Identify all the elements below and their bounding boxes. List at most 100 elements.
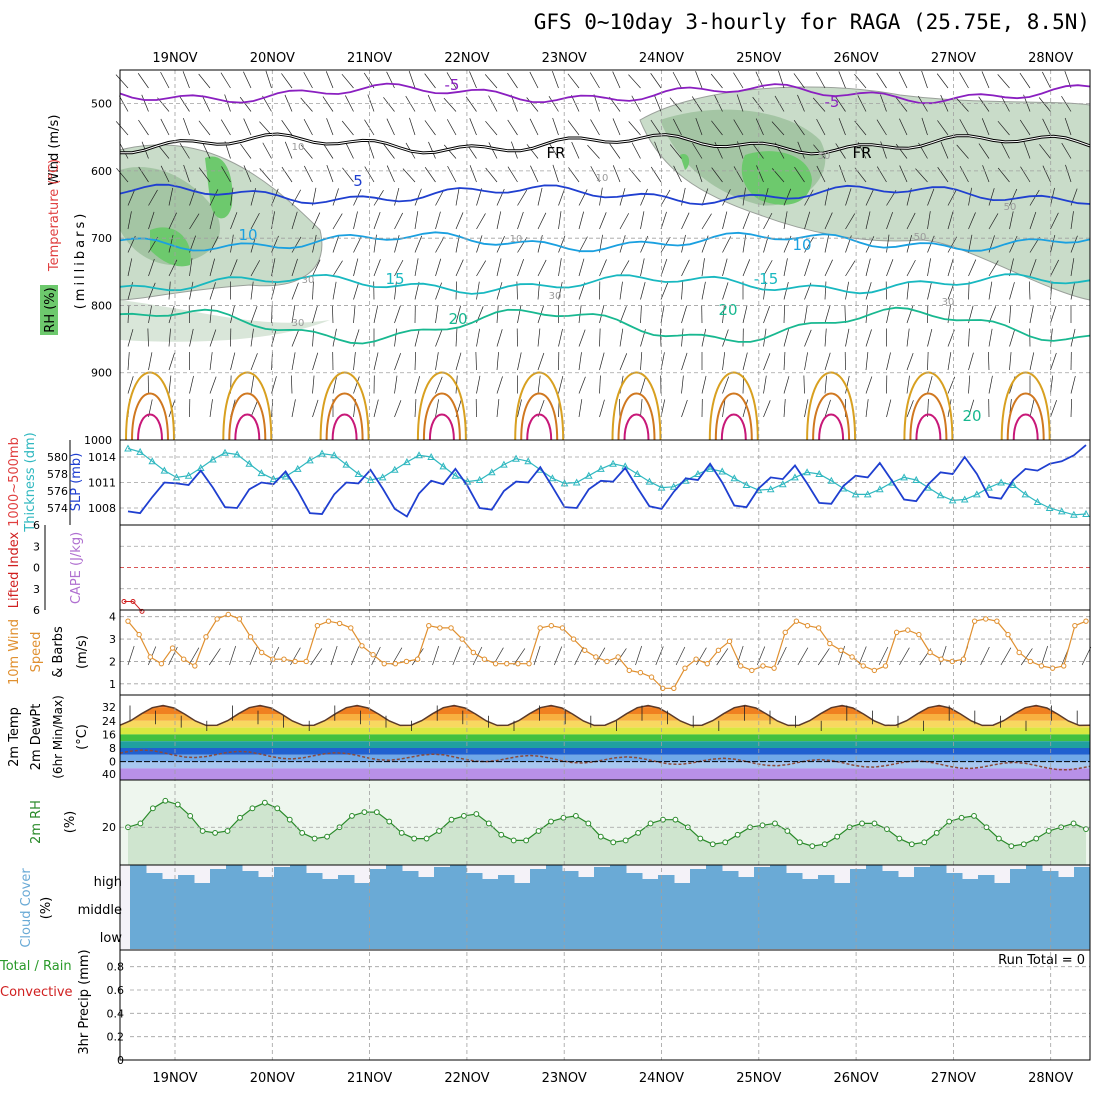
rh2m-point [374, 810, 379, 815]
wind10-barb [230, 646, 236, 665]
wind10-point [337, 621, 341, 625]
rh2m-point [474, 812, 479, 817]
wind-barb [866, 305, 868, 323]
wind-barb [723, 236, 731, 252]
wind10-point [538, 626, 542, 630]
wind10-barb [128, 646, 134, 665]
wind-barb [784, 258, 787, 276]
cloud-high-bar [802, 879, 819, 893]
rh2m-point [486, 821, 491, 826]
wind-barb [142, 95, 149, 112]
contour-label: 10 [292, 142, 305, 153]
wind-barb [342, 74, 354, 88]
wind-barb [395, 213, 403, 229]
wind10-point [972, 619, 976, 623]
wind10-point [382, 661, 386, 665]
wind-barb [784, 352, 785, 370]
wind-barb [641, 211, 644, 229]
wind-barb [456, 260, 463, 276]
wind-barb [988, 352, 989, 370]
wind10-point [939, 657, 943, 661]
rh2m-point [623, 838, 628, 843]
wind-barb [969, 353, 974, 370]
rh2m-point [536, 829, 541, 834]
wind-barb [346, 142, 354, 158]
wind-barb [682, 353, 688, 370]
wind-barb [161, 72, 169, 88]
bottom-date-label: 28NOV [1028, 1071, 1073, 1086]
slp-tick-label: 1011 [88, 477, 116, 490]
wind-barb [579, 377, 585, 394]
wind-barb [497, 189, 504, 205]
temp-color-band [120, 721, 1090, 728]
wind10-point [226, 612, 230, 616]
cloud-high-bar [770, 865, 787, 893]
wind-barb [538, 329, 540, 347]
wind-barb [251, 400, 258, 417]
wind-barb [682, 376, 684, 394]
wind-barb [764, 400, 771, 417]
wind-barb [354, 282, 359, 299]
wind-barb [620, 329, 623, 347]
wind10-barb [250, 646, 257, 665]
wind10-point [482, 657, 486, 661]
wind-barb [415, 189, 421, 206]
wind-barb [613, 118, 620, 135]
contour-label: -15 [754, 270, 779, 288]
top-date-label: 26NOV [834, 51, 879, 66]
wind-barb [702, 329, 706, 347]
wind-barb [629, 168, 641, 182]
wind-barb [682, 282, 683, 300]
wind10-barb [453, 646, 460, 665]
wind-barb [183, 71, 189, 88]
wind10-tick-label: 3 [109, 633, 116, 646]
wind10-point [772, 666, 776, 670]
cloud-level-label: high [94, 875, 122, 890]
rh2m-point [175, 802, 180, 807]
wind-barb [332, 305, 333, 323]
wind10-point [794, 619, 798, 623]
wind-barb [620, 213, 629, 229]
wind10-point [950, 659, 954, 663]
warm-isotherm-loop [333, 415, 357, 441]
contour-label: 30 [302, 275, 315, 286]
wind10-point [894, 630, 898, 634]
wind10-tick-label: 4 [109, 611, 116, 624]
rh2m-point [586, 821, 591, 826]
rh2m-point [499, 832, 504, 837]
warm-isotherm-loop [819, 415, 843, 441]
wind-barb [651, 73, 661, 88]
wind-barb [415, 329, 419, 346]
wind-barb [477, 261, 486, 276]
wind-barb [304, 72, 313, 88]
bottom-date-label: 26NOV [834, 1071, 879, 1086]
wind-barb [342, 168, 353, 182]
contour-label: 10 [792, 236, 811, 254]
wind-barb [587, 145, 599, 158]
wind-barb [259, 122, 271, 135]
wind10-tick-label: 2 [109, 655, 116, 668]
wind10-point [170, 646, 174, 650]
warm-isotherm-loop [138, 415, 162, 441]
thickness-tick-label: 580 [47, 451, 68, 464]
wind-barb [231, 353, 235, 370]
wind-barb [530, 72, 538, 88]
top-date-label: 23NOV [542, 51, 587, 66]
cloud-high-bar [178, 875, 195, 893]
wind-barb [632, 143, 640, 159]
wind-barb [470, 165, 476, 182]
wind10-point [271, 657, 275, 661]
wind10-barb [473, 647, 482, 665]
wind-barb [395, 188, 399, 205]
wind-barb [696, 71, 702, 88]
wind-barb [243, 72, 251, 88]
wind10-point [616, 655, 620, 659]
wind-barb [641, 282, 646, 299]
rh2m-point [922, 840, 927, 845]
pressure-tick-label: 500 [91, 98, 112, 111]
wind-barb [251, 353, 257, 370]
precip-title-conv: Convective [0, 985, 73, 1000]
wind-barb [784, 329, 789, 346]
wind10-point [326, 619, 330, 623]
wind-barb [415, 258, 418, 276]
